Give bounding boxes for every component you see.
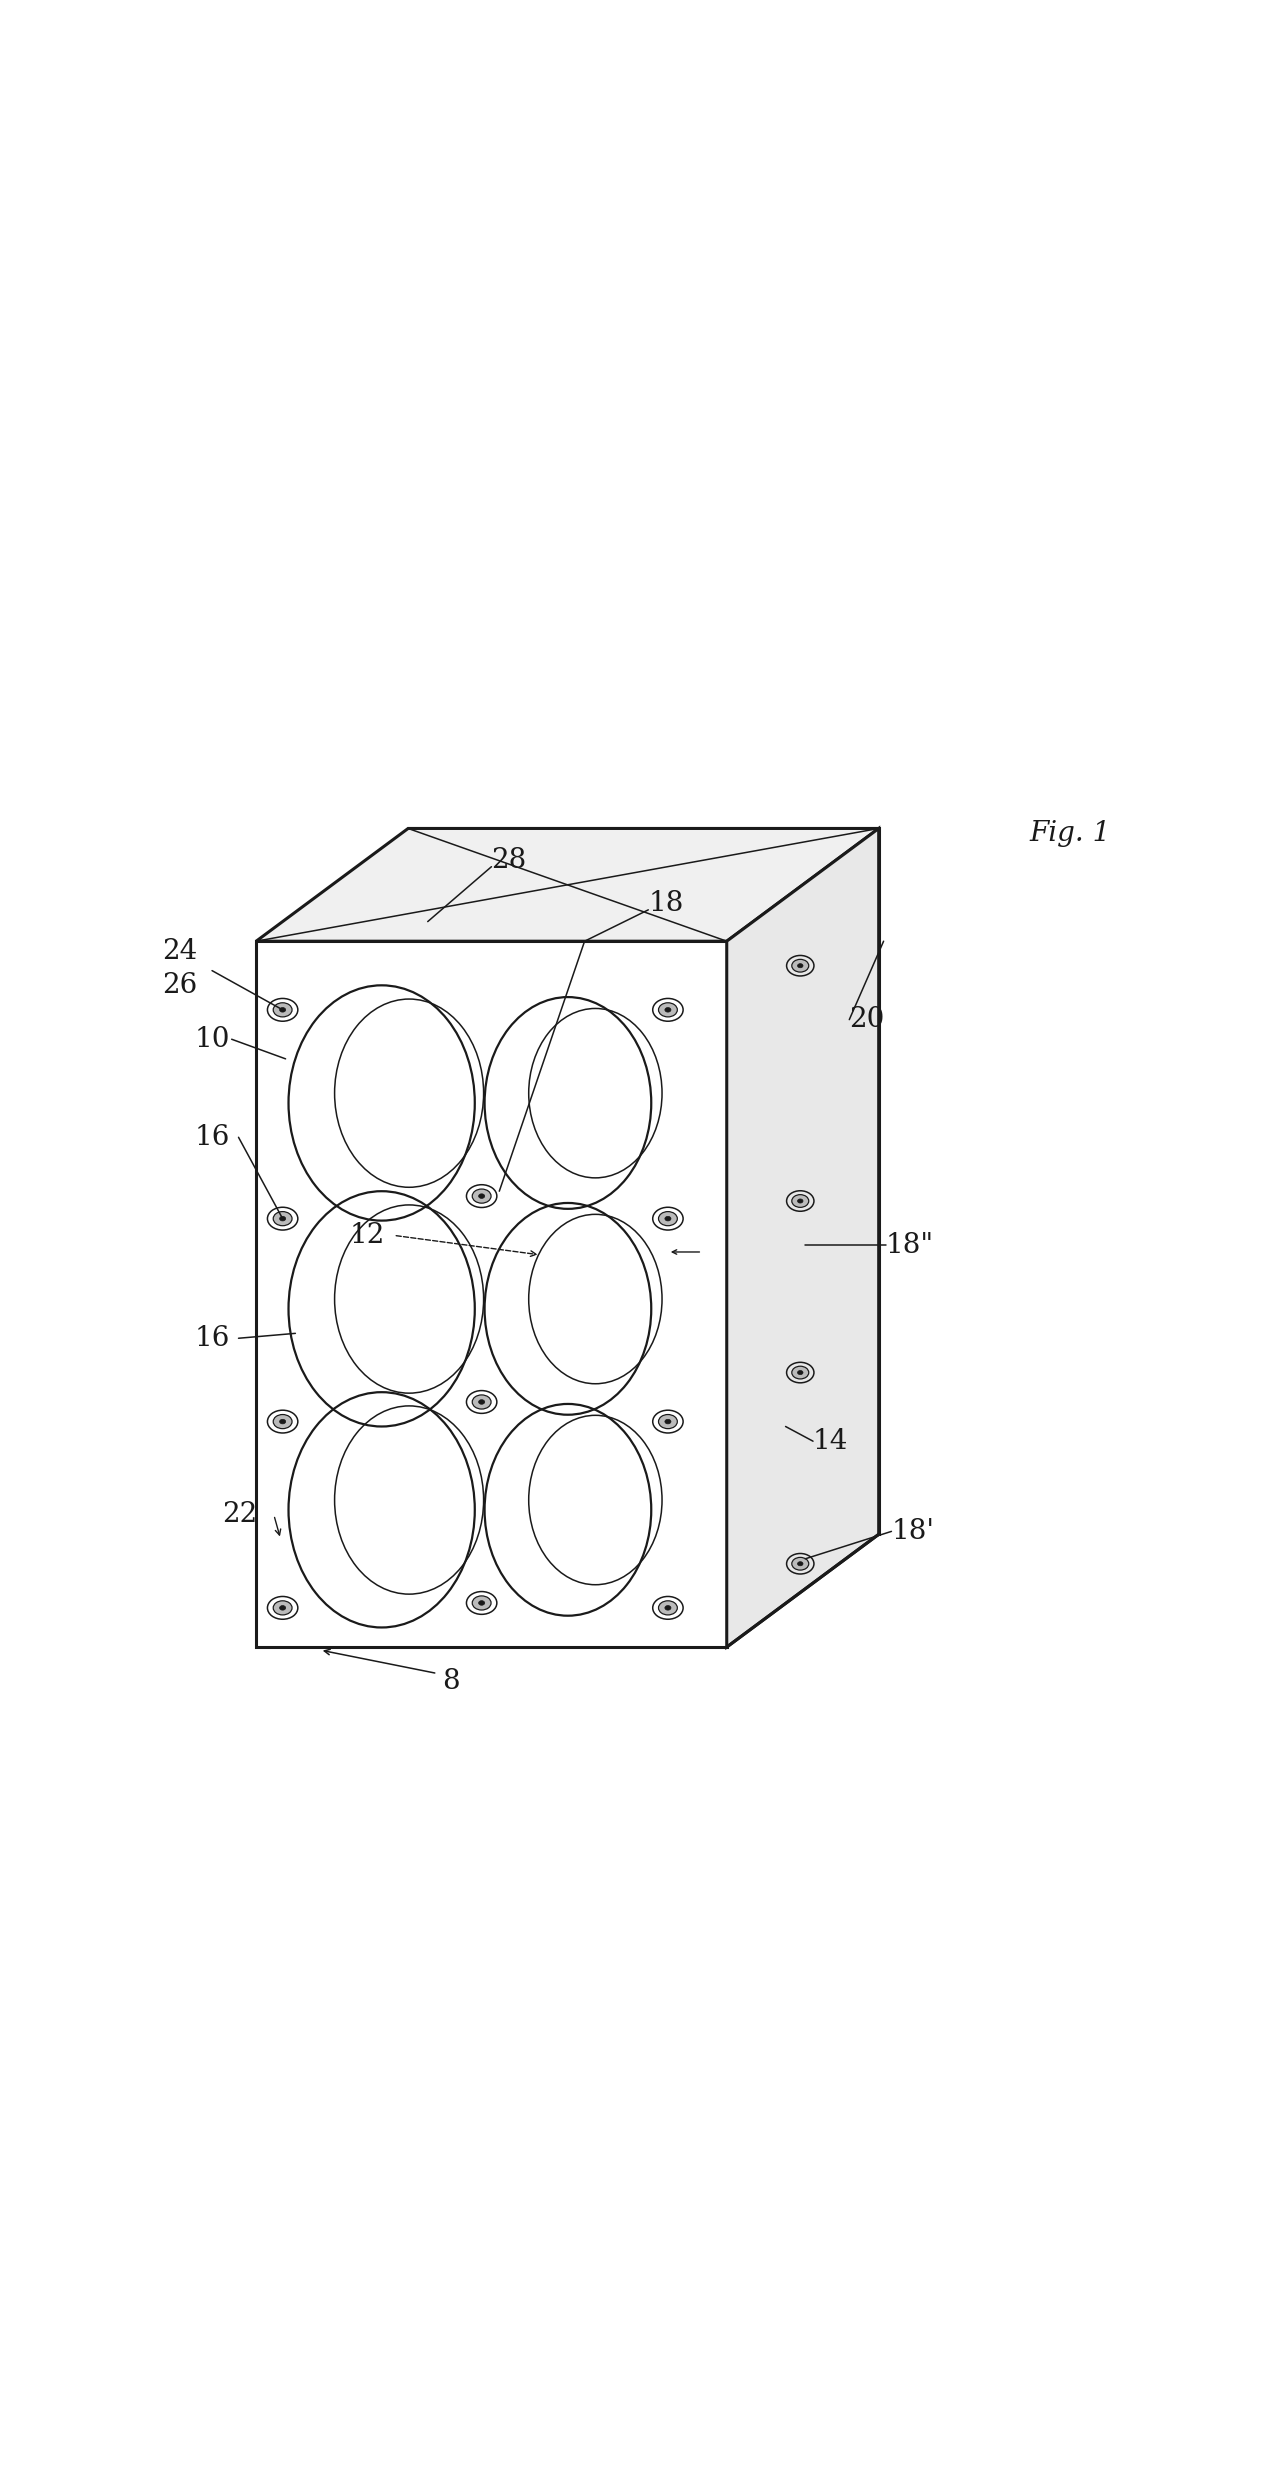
Ellipse shape [659,1414,677,1429]
Ellipse shape [273,1600,292,1615]
Text: 16: 16 [195,1325,230,1352]
Text: 26: 26 [162,972,197,999]
Ellipse shape [659,1600,677,1615]
Ellipse shape [472,1595,491,1610]
Text: 12: 12 [349,1223,385,1250]
Ellipse shape [797,1561,803,1566]
Polygon shape [726,828,879,1648]
Text: 28: 28 [491,847,526,875]
Ellipse shape [280,1215,286,1220]
Ellipse shape [280,1419,286,1424]
Text: 8: 8 [443,1667,460,1695]
Text: 14: 14 [813,1429,849,1454]
Ellipse shape [472,1394,491,1409]
Text: 24: 24 [162,937,197,964]
Ellipse shape [273,1414,292,1429]
Text: 18': 18' [892,1518,935,1546]
Ellipse shape [665,1215,670,1220]
Text: 10: 10 [195,1026,230,1054]
Ellipse shape [792,1367,808,1379]
Ellipse shape [792,959,808,972]
Text: 16: 16 [195,1123,230,1151]
Ellipse shape [665,1006,670,1011]
Ellipse shape [273,1213,292,1225]
Text: Fig. 1: Fig. 1 [1030,820,1111,847]
Text: 22: 22 [221,1501,257,1528]
Ellipse shape [478,1193,484,1198]
Text: 20: 20 [849,1006,884,1034]
Ellipse shape [797,1372,803,1374]
Ellipse shape [280,1605,286,1610]
Ellipse shape [659,1213,677,1225]
Ellipse shape [659,1004,677,1016]
Ellipse shape [665,1419,670,1424]
Ellipse shape [797,1198,803,1203]
Ellipse shape [478,1600,484,1605]
Ellipse shape [478,1399,484,1404]
Text: 18": 18" [886,1233,934,1257]
Ellipse shape [792,1195,808,1208]
Ellipse shape [472,1188,491,1203]
Ellipse shape [273,1004,292,1016]
Ellipse shape [792,1558,808,1571]
Polygon shape [256,828,879,942]
Ellipse shape [280,1006,286,1011]
Ellipse shape [665,1605,670,1610]
Ellipse shape [797,964,803,967]
Text: 18: 18 [648,890,683,917]
